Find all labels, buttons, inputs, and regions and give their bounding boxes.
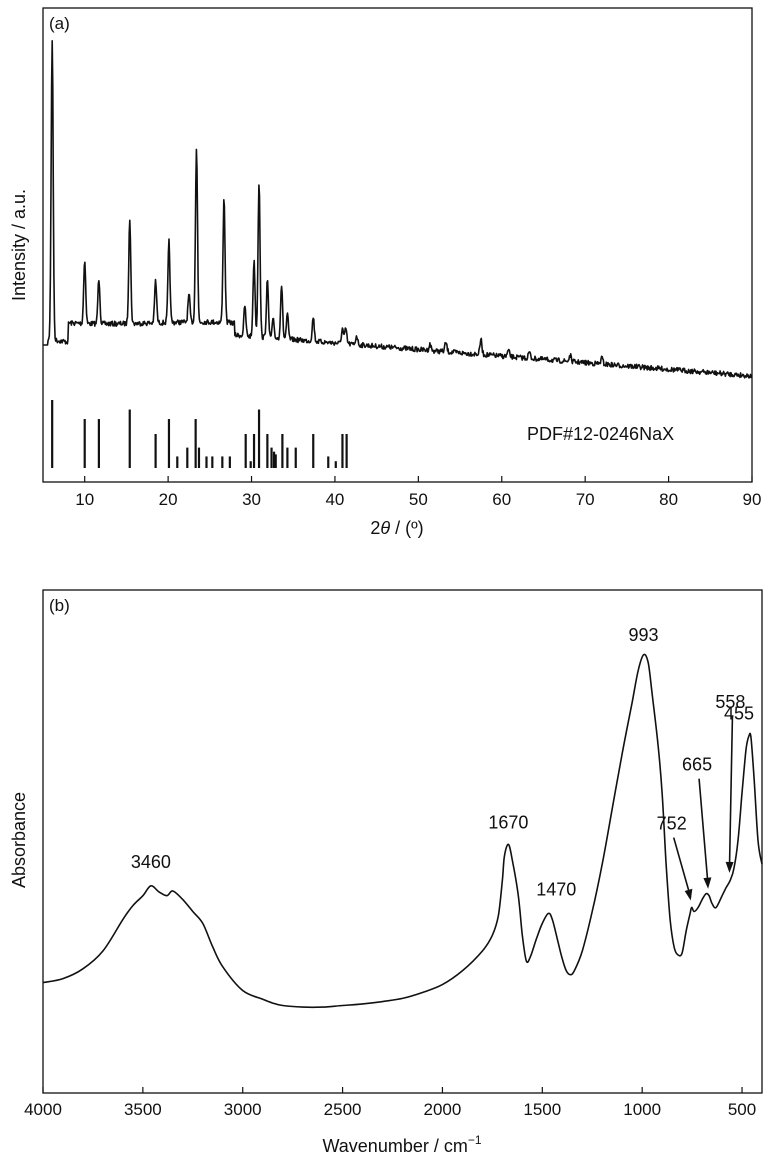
ftir-plot-frame [42,589,763,1094]
ftir-x-tick-label: 2000 [424,1100,462,1119]
xrd-y-axis-title: Intensity / a.u. [9,189,29,301]
ftir-x-tick-label: 3500 [124,1100,162,1119]
ftir-y-axis-title: Absorbance [9,792,29,888]
ftir-x-tick-label: 2500 [324,1100,362,1119]
xrd-plot-frame [42,7,753,483]
xrd-x-ticks: 10 20 30 40 50 60 70 80 90 [75,476,761,509]
xrd-x-tick-label: 80 [659,490,678,509]
ftir-arrow-head [703,877,712,889]
ftir-x-ticks: 4000 3500 3000 2500 2000 1500 1000 500 [24,1087,756,1119]
ftir-x-tick-label: 500 [728,1100,756,1119]
ftir-x-tick-label: 1500 [523,1100,561,1119]
ftir-peak-label: 455 [724,704,754,724]
ftir-x-tick-label: 3000 [224,1100,262,1119]
xrd-x-tick-label: 10 [75,490,94,509]
xrd-x-tick-label: 50 [409,490,428,509]
ftir-x-tick-label: 4000 [24,1100,62,1119]
xrd-reference-lines [51,400,348,468]
ftir-arrow-head [684,888,693,901]
ftir-panel-label: (b) [49,596,70,615]
ftir-peak-label: 3460 [131,852,171,872]
ftir-peak-arrow [672,837,692,898]
ftir-arrow-head [725,861,734,873]
ftir-peak-label: 993 [629,625,659,645]
ftir-peak-label: 665 [682,755,712,775]
xrd-x-tick-label: 60 [492,490,511,509]
ftir-peak-label: 1470 [536,879,576,899]
ftir-panel: (b) 4000 3500 3000 2500 2000 1500 1000 500 3460… [9,589,763,1156]
xrd-reference-label: PDF#12-0246NaX [527,424,674,444]
xrd-x-tick-label: 30 [242,490,261,509]
xrd-x-axis-title: 2θ / (º) [370,518,423,538]
xrd-x-tick-label: 40 [325,490,344,509]
ftir-peak-label: 558 [715,692,745,712]
ftir-x-axis-title: Wavenumber / cm−1 [322,1133,481,1156]
xrd-panel-label: (a) [49,14,70,33]
xrd-panel: (a) 10 20 30 40 50 60 70 80 90 PDF#12-0246NaX 2θ… [9,7,761,538]
ftir-x-tick-label: 1000 [623,1100,661,1119]
xrd-x-tick-label: 70 [576,490,595,509]
ftir-peak-label: 752 [657,814,687,834]
ftir-spectrum-curve [42,653,763,1009]
ftir-peak-label: 1670 [488,812,528,832]
xrd-x-tick-label: 90 [743,490,762,509]
xrd-x-tick-label: 20 [159,490,178,509]
xrd-pattern-curve [43,40,753,379]
ftir-peak-arrow [728,715,734,870]
ftir-peak-arrow [698,778,709,886]
